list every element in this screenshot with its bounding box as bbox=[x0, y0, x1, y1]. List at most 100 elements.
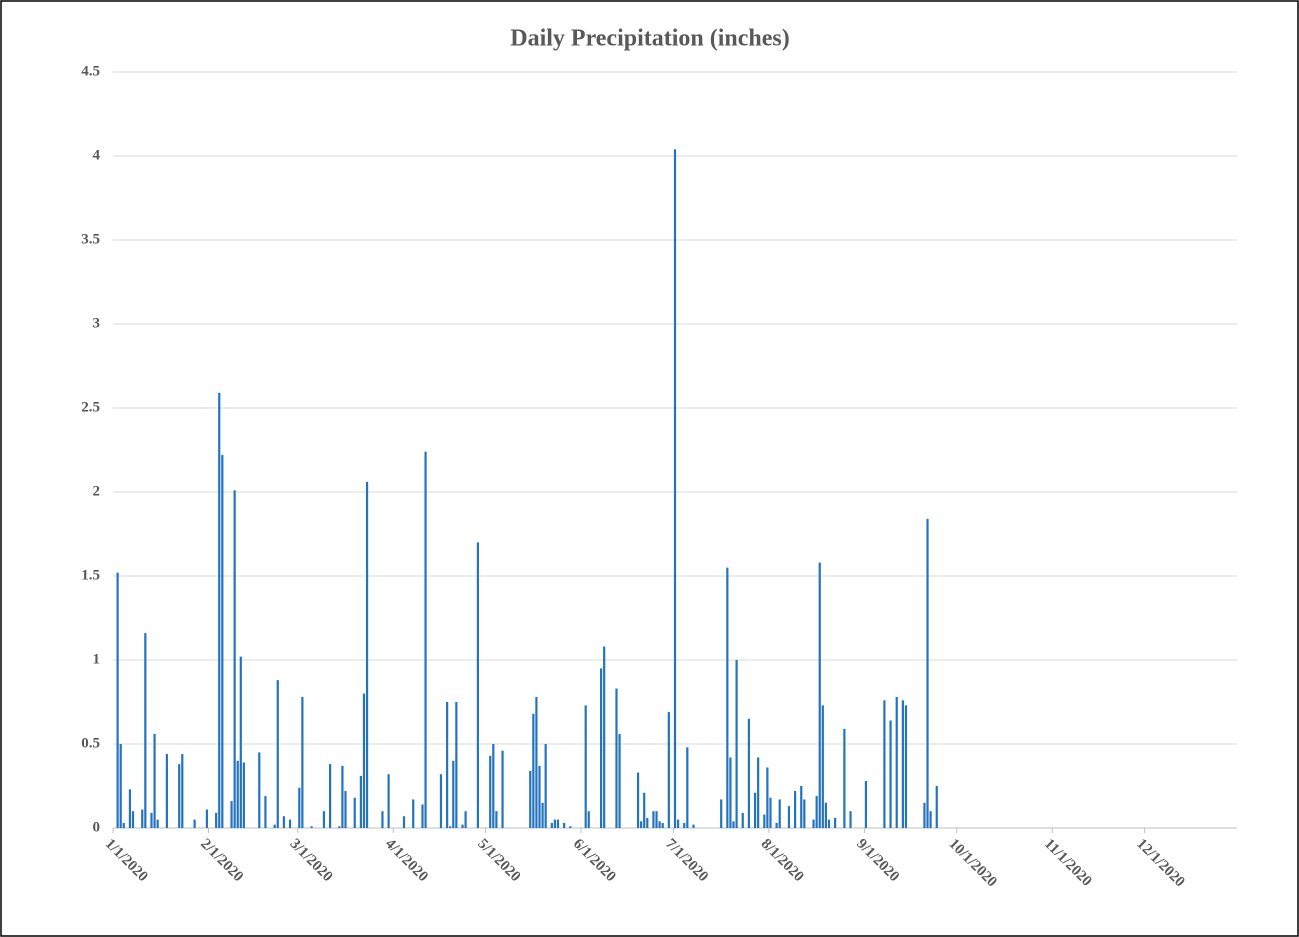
bar bbox=[298, 787, 301, 828]
bar bbox=[667, 712, 670, 828]
y-tick-label: 0.5 bbox=[81, 735, 100, 751]
bar bbox=[815, 796, 818, 828]
bar bbox=[141, 809, 144, 828]
bar bbox=[544, 744, 547, 828]
bar bbox=[310, 826, 313, 828]
bar bbox=[501, 750, 504, 828]
bar bbox=[901, 700, 904, 828]
bar bbox=[153, 733, 156, 828]
bar bbox=[599, 668, 603, 828]
bar bbox=[643, 792, 646, 828]
bar bbox=[735, 660, 738, 828]
bar bbox=[686, 747, 689, 828]
bar bbox=[387, 774, 390, 828]
bar bbox=[661, 822, 664, 828]
bar bbox=[800, 786, 803, 828]
bar bbox=[301, 696, 304, 828]
bar bbox=[763, 814, 766, 828]
bar bbox=[446, 702, 449, 828]
bar bbox=[338, 826, 341, 828]
bar bbox=[282, 816, 286, 828]
bar bbox=[556, 819, 560, 828]
bar bbox=[821, 705, 824, 828]
bar bbox=[353, 797, 356, 828]
bar bbox=[803, 799, 806, 828]
bar bbox=[849, 811, 852, 828]
bar bbox=[864, 780, 868, 828]
bar bbox=[449, 826, 452, 828]
bar bbox=[264, 796, 267, 828]
bar bbox=[904, 705, 908, 828]
bar bbox=[156, 819, 159, 828]
bar bbox=[834, 817, 837, 828]
bar bbox=[424, 451, 427, 828]
bar bbox=[587, 811, 590, 828]
bar bbox=[455, 702, 458, 828]
bar bbox=[233, 490, 236, 828]
bar bbox=[541, 802, 544, 828]
bar bbox=[116, 572, 119, 828]
bar bbox=[258, 752, 261, 828]
bar bbox=[926, 518, 929, 828]
bar bbox=[412, 799, 415, 828]
bar bbox=[476, 542, 480, 828]
bar bbox=[753, 792, 757, 828]
bar bbox=[236, 760, 239, 828]
bar bbox=[535, 696, 538, 828]
bar bbox=[655, 811, 658, 828]
bar bbox=[646, 817, 649, 828]
bar bbox=[766, 767, 769, 828]
bar bbox=[329, 764, 332, 828]
bar bbox=[676, 819, 680, 828]
bar bbox=[889, 720, 892, 828]
bar bbox=[747, 718, 751, 828]
bar bbox=[322, 811, 326, 828]
bar bbox=[775, 822, 778, 828]
bar bbox=[131, 811, 135, 828]
bar bbox=[636, 772, 640, 828]
bar bbox=[741, 812, 744, 828]
bar bbox=[495, 811, 498, 828]
bar bbox=[787, 806, 791, 828]
bar bbox=[929, 811, 932, 828]
y-tick-label: 1 bbox=[93, 651, 101, 667]
y-tick-label: 1.5 bbox=[81, 567, 100, 583]
chart-title: Daily Precipitation (inches) bbox=[510, 26, 790, 52]
bar bbox=[344, 791, 347, 828]
bar bbox=[673, 149, 677, 828]
bar bbox=[824, 802, 827, 828]
bar bbox=[883, 700, 886, 828]
bar bbox=[221, 455, 224, 828]
y-tick-label: 3 bbox=[93, 315, 101, 331]
bar bbox=[720, 799, 723, 828]
bar bbox=[652, 811, 655, 828]
bar bbox=[193, 819, 196, 828]
bar bbox=[553, 819, 557, 828]
bar bbox=[843, 728, 846, 828]
bar bbox=[692, 824, 695, 828]
bar bbox=[812, 819, 815, 828]
bar bbox=[461, 824, 464, 828]
bar bbox=[122, 822, 125, 828]
bar bbox=[239, 656, 242, 828]
bar bbox=[640, 821, 643, 828]
bar bbox=[532, 713, 535, 828]
bar bbox=[165, 754, 168, 828]
bar bbox=[381, 811, 384, 828]
y-tick-label: 2 bbox=[93, 483, 101, 499]
bar bbox=[923, 802, 926, 828]
bar bbox=[563, 822, 566, 828]
bar bbox=[276, 680, 279, 828]
bar bbox=[421, 804, 424, 828]
bar bbox=[827, 819, 831, 828]
bar bbox=[181, 754, 184, 828]
bar bbox=[273, 824, 276, 828]
bar bbox=[215, 812, 218, 828]
bar bbox=[935, 786, 938, 828]
bar bbox=[615, 688, 618, 828]
bar bbox=[365, 481, 369, 828]
bar bbox=[895, 696, 898, 828]
bar bbox=[492, 744, 495, 828]
y-tick-label: 4 bbox=[93, 147, 101, 163]
